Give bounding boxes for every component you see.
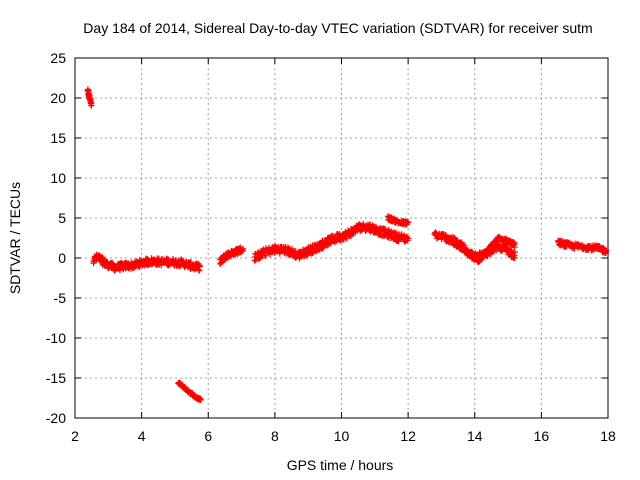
y-tick-label: 15 [50, 130, 66, 146]
data-points [84, 86, 610, 403]
data-point [196, 262, 203, 269]
y-tick-label: 20 [50, 90, 66, 106]
data-point [240, 245, 247, 252]
y-tick-label: -5 [54, 290, 67, 306]
data-point [442, 232, 449, 239]
x-tick-label: 6 [204, 428, 212, 444]
data-point [88, 102, 95, 109]
data-point [340, 236, 347, 243]
data-point [262, 252, 269, 259]
y-tick-label: 25 [50, 50, 66, 66]
data-point [511, 241, 518, 248]
x-tick-label: 8 [271, 428, 279, 444]
y-tick-label: -15 [46, 370, 66, 386]
x-axis-label: GPS time / hours [287, 457, 394, 473]
y-tick-label: -10 [46, 330, 66, 346]
x-tick-label: 4 [138, 428, 146, 444]
data-point [405, 235, 412, 242]
y-tick-label: -20 [46, 410, 66, 426]
y-axis-ticks: 25 20 15 10 5 0 -5 -10 -15 -20 [46, 50, 608, 426]
y-axis-label: SDTVAR / TECUs [7, 182, 23, 294]
y-tick-label: 5 [58, 210, 66, 226]
x-tick-label: 14 [467, 428, 483, 444]
x-tick-label: 10 [334, 428, 350, 444]
x-tick-label: 18 [600, 428, 616, 444]
data-point [382, 226, 389, 233]
x-tick-label: 16 [534, 428, 550, 444]
data-point [343, 235, 350, 242]
data-point [197, 396, 204, 403]
data-point [196, 263, 203, 270]
data-point [187, 259, 194, 266]
data-point [511, 255, 518, 262]
y-tick-label: 0 [58, 250, 66, 266]
data-point [272, 242, 279, 249]
x-axis-ticks: 2 4 6 8 10 12 14 16 18 [71, 58, 616, 444]
y-tick-label: 10 [50, 170, 66, 186]
x-tick-label: 12 [400, 428, 416, 444]
x-tick-label: 2 [71, 428, 79, 444]
data-point [600, 244, 607, 251]
chart-title: Day 184 of 2014, Sidereal Day-to-day VTE… [83, 20, 592, 36]
data-point [158, 262, 165, 269]
data-point [405, 219, 412, 226]
